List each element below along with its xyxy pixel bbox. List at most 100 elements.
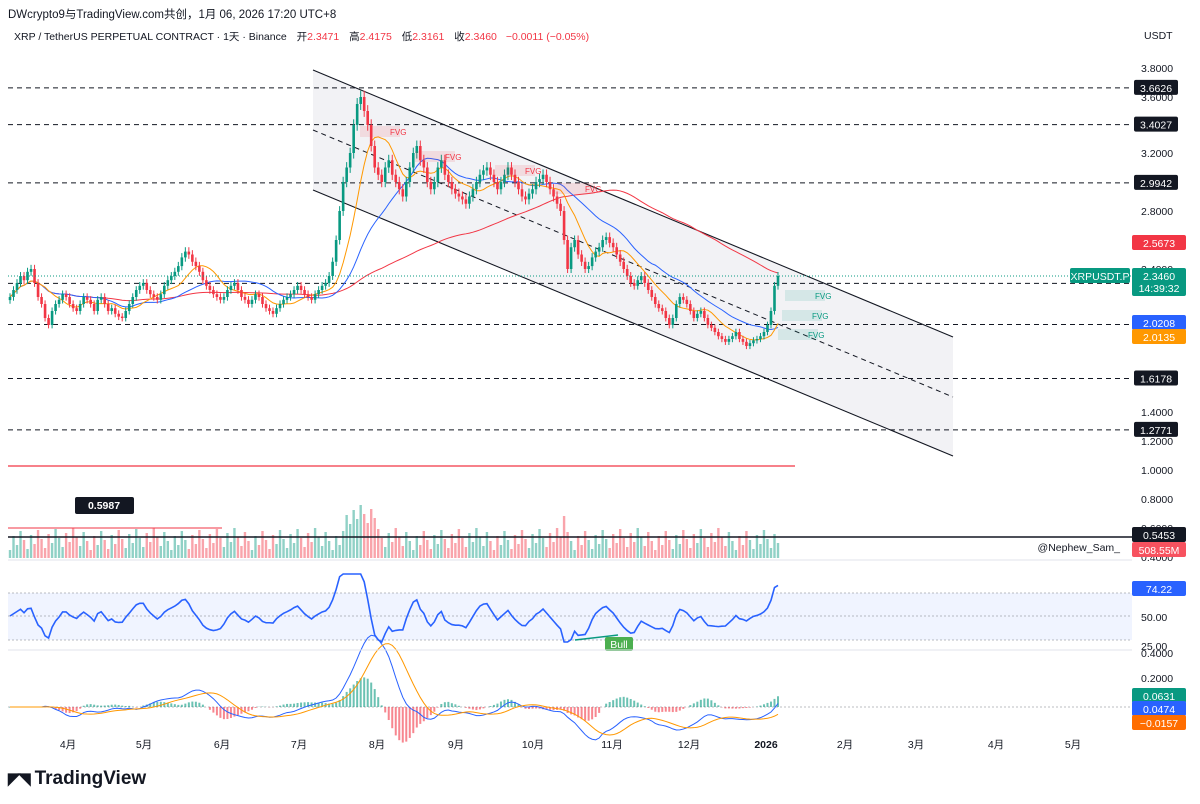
volume-bar xyxy=(257,545,261,558)
macd-hist-bar xyxy=(450,703,453,707)
macd-hist-bar xyxy=(675,707,678,712)
candle-body xyxy=(678,297,682,304)
macd-hist-bar xyxy=(734,707,737,709)
macd-hist-bar xyxy=(233,707,236,717)
candle-body xyxy=(222,297,226,300)
macd-hist-bar xyxy=(289,703,292,707)
bull-divergence-line xyxy=(574,634,619,641)
candle-body xyxy=(454,189,457,194)
macd-hist-bar xyxy=(303,702,306,707)
x-tick-label: 6月 xyxy=(214,739,230,751)
candle-body xyxy=(671,318,675,325)
candle-body xyxy=(376,167,380,175)
macd-hist-bar xyxy=(177,704,180,707)
volume-bar xyxy=(380,538,383,558)
candle-body xyxy=(233,283,236,286)
macd-hist-bar xyxy=(208,707,211,710)
candle-body xyxy=(776,276,780,286)
tradingview-brand[interactable]: ◤◥ TradingView xyxy=(8,768,146,790)
macd-hist-bar xyxy=(363,677,366,707)
candle-body xyxy=(355,104,359,125)
macd-hist-bar xyxy=(696,701,699,707)
candle-body xyxy=(212,290,215,295)
macd-hist-bar xyxy=(335,702,338,707)
candle-body xyxy=(471,189,475,197)
candle-body xyxy=(240,290,243,297)
volume-bar xyxy=(626,547,629,558)
volume-bar xyxy=(320,546,324,558)
volume-bar xyxy=(657,536,660,558)
candle-body xyxy=(36,283,40,297)
low-label: 低 xyxy=(401,31,413,43)
y-tick-label: 1.2000 xyxy=(1141,436,1173,448)
macd-hist-bar xyxy=(643,706,646,707)
candle-body xyxy=(731,336,734,339)
candle-body xyxy=(734,332,738,337)
macd-hist-bar xyxy=(510,699,513,707)
volume-bar xyxy=(359,505,362,558)
high-value: 2.4175 xyxy=(359,31,392,43)
volume-bar xyxy=(611,534,615,558)
candle-body xyxy=(226,290,229,297)
macd-hist-bar xyxy=(398,707,401,741)
rsi-tag xyxy=(1132,581,1186,596)
volume-bar xyxy=(271,535,275,558)
candle-body xyxy=(692,311,696,318)
candle-body xyxy=(440,160,443,168)
volume-bar xyxy=(762,530,766,558)
candle-body xyxy=(194,261,198,267)
volume-bar xyxy=(57,538,61,558)
macd-hist-bar xyxy=(184,703,187,707)
candle-body xyxy=(71,304,75,309)
macd-hist-bar xyxy=(279,705,282,707)
candle-body xyxy=(155,297,159,300)
macd-hist-bar xyxy=(492,704,495,707)
volume-bar xyxy=(12,536,15,558)
signal-tag xyxy=(1132,715,1186,730)
macd-hist-bar xyxy=(359,678,362,707)
volume-bar xyxy=(243,532,247,558)
candle-body xyxy=(755,339,759,341)
symbol-title[interactable]: XRP / TetherUS PERPETUAL CONTRACT · 1天 ·… xyxy=(14,31,287,43)
macd-hist-bar xyxy=(678,707,681,711)
currency-label: USDT xyxy=(1144,30,1173,42)
macd-hist-bar xyxy=(254,707,257,708)
volume-bar xyxy=(405,532,408,558)
candle-body xyxy=(359,97,362,104)
macd-hist-bar xyxy=(591,707,594,720)
candle-body xyxy=(650,290,654,297)
candle-body xyxy=(706,318,710,325)
volume-bar xyxy=(327,541,331,558)
macd-hist-bar xyxy=(535,707,538,709)
volume-bar xyxy=(394,528,397,558)
candle-body xyxy=(64,294,68,297)
volume-bar xyxy=(531,534,534,558)
y-tick-label: 2.8000 xyxy=(1141,206,1173,218)
candle-body xyxy=(82,297,85,304)
volume-bar xyxy=(720,537,724,558)
volume-bar xyxy=(398,537,401,558)
candle-body xyxy=(468,196,471,204)
candle-body xyxy=(499,182,503,190)
candle-body xyxy=(243,297,247,300)
volume-bar xyxy=(99,531,103,558)
volume-bar xyxy=(121,539,124,558)
candle-body xyxy=(324,283,327,286)
volume-bar xyxy=(33,544,36,558)
macd-hist-bar xyxy=(16,707,19,708)
macd-hist-bar xyxy=(12,707,15,708)
macd-hist-bar xyxy=(243,707,246,713)
candle-body xyxy=(524,196,527,200)
volume-bar xyxy=(422,531,426,558)
macd-tick: 0.2000 xyxy=(1141,673,1173,685)
candle-body xyxy=(57,299,61,304)
countdown-label: 14:39:32 xyxy=(1139,283,1180,295)
macd-hist-bar xyxy=(110,704,113,707)
macd-hist-bar xyxy=(100,705,103,707)
candle-body xyxy=(390,160,394,175)
macd-hist-bar xyxy=(605,703,608,707)
volume-bar xyxy=(191,535,194,558)
volume-bar xyxy=(377,529,380,558)
candle-body xyxy=(422,160,426,168)
